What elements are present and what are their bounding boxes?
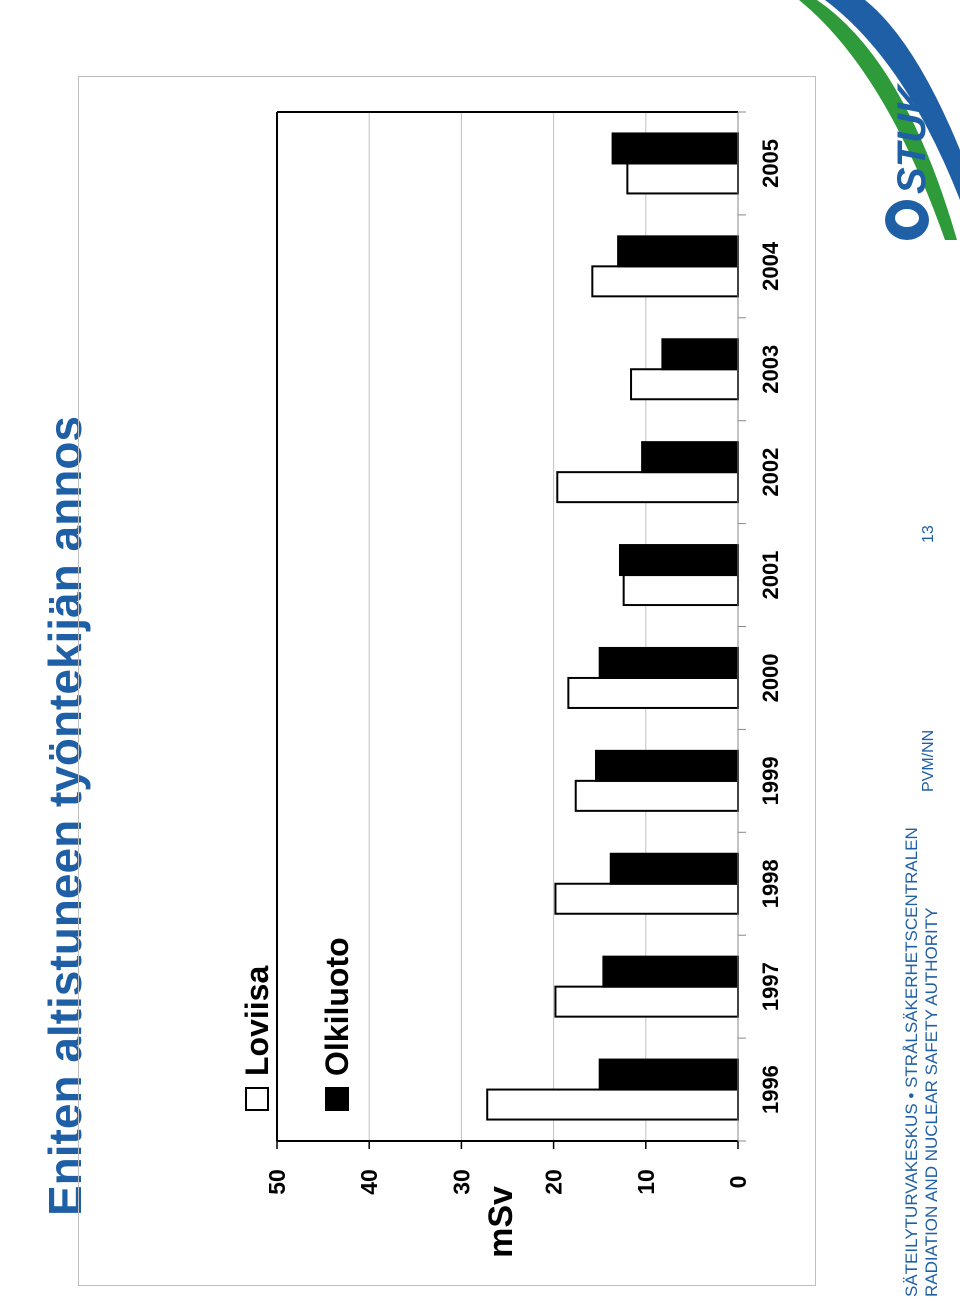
x-tick-label: 2003 (758, 345, 783, 394)
legend-swatch-loviisa (245, 1087, 269, 1111)
bar-olkiluoto (602, 955, 739, 988)
x-tick-label: 1999 (758, 756, 783, 805)
bars (486, 132, 740, 1121)
x-tick-label: 1997 (758, 962, 783, 1011)
legend-label-olkiluoto: Olkiluoto (319, 937, 355, 1076)
footer-org-name: SÄTEILYTURVAKESKUS • STRÅLSÄKERHETSCENTR… (902, 827, 921, 1297)
legend-swatch-olkiluoto (325, 1087, 349, 1111)
page-number: 13 (920, 525, 937, 543)
y-tick-label: 40 (356, 1169, 382, 1195)
x-tick-label: 2005 (758, 139, 783, 188)
bar-olkiluoto (641, 441, 739, 474)
bar-olkiluoto (611, 132, 739, 165)
bar-loviisa (486, 1088, 739, 1121)
bar-loviisa (554, 882, 739, 915)
bar-loviisa (554, 985, 739, 1018)
logo-wordmark: STUK (890, 82, 934, 194)
bar-olkiluoto (618, 544, 740, 577)
logo-swoosh-green (799, 0, 957, 240)
legend-label-loviisa: Loviisa (239, 966, 275, 1076)
x-tick-label: 2002 (758, 448, 783, 497)
chart-frame (78, 76, 816, 1286)
bar-loviisa (574, 779, 740, 812)
bar-olkiluoto (609, 852, 739, 885)
x-tick-label: 1996 (758, 1065, 783, 1114)
x-tick-label: 2000 (758, 653, 783, 702)
logo-swoosh-blue (825, 0, 960, 200)
y-tick-label: 10 (633, 1169, 659, 1195)
bar-loviisa (591, 265, 739, 298)
x-tick-label: 2001 (758, 551, 783, 600)
bar-olkiluoto (661, 338, 739, 371)
x-tick-label: 2004 (758, 241, 783, 291)
bar-loviisa (567, 676, 739, 709)
x-tick-label: 1998 (758, 859, 783, 908)
y-tick-label: 50 (264, 1169, 290, 1195)
bar-olkiluoto (598, 646, 740, 679)
bar-loviisa (626, 162, 739, 195)
axes (276, 111, 746, 1149)
footer-org-name-english: RADIATION AND NUCLEAR SAFETY AUTHORITY (922, 907, 941, 1298)
axis-labels: 0 10 20 30 40 50 1996 1997 1998 1999 2000 2001 2002 2… (264, 139, 783, 1258)
stuk-logo: STUK (799, 0, 960, 240)
bar-loviisa (622, 574, 739, 607)
y-tick-label: 0 (725, 1176, 751, 1189)
legend: Loviisa Olkiluoto (239, 937, 355, 1111)
bar-loviisa (630, 368, 739, 401)
y-axis-title: mSv (482, 1186, 520, 1258)
y-tick-label: 20 (541, 1169, 567, 1195)
y-tick-label: 30 (448, 1169, 474, 1195)
bar-loviisa (556, 471, 740, 504)
bar-olkiluoto (617, 235, 740, 268)
bar-olkiluoto (595, 749, 740, 782)
footer-date: PVM/NN (920, 729, 937, 792)
bar-olkiluoto (598, 1058, 740, 1091)
